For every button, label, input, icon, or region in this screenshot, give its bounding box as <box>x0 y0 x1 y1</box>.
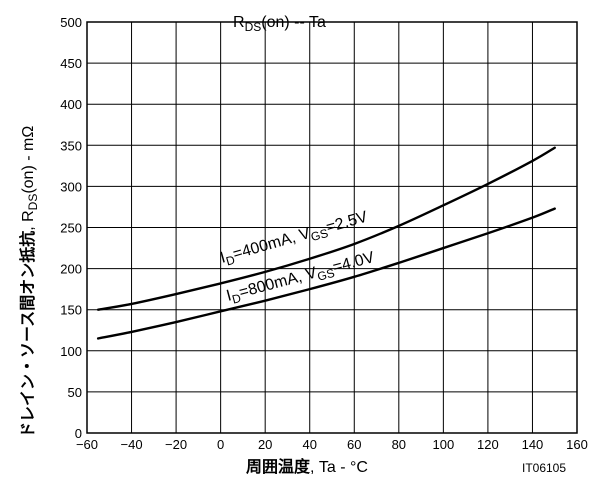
series-line-0 <box>96 146 556 311</box>
x-tick-label: 40 <box>302 437 316 452</box>
figure-code: IT06105 <box>522 461 566 475</box>
x-tick-label: 120 <box>477 437 499 452</box>
x-tick-label: −40 <box>121 437 143 452</box>
chart-title: RDS(on) -- Ta <box>233 14 326 34</box>
plot-frame <box>86 21 578 434</box>
y-tick-label: 500 <box>60 15 82 30</box>
y-axis-label: ドレイン・ソース間オン抵抗, RDS(on) - mΩ <box>18 126 40 438</box>
y-tick-label: 250 <box>60 221 82 236</box>
y-tick-label: 400 <box>60 97 82 112</box>
y-tick-label: 0 <box>75 426 82 441</box>
x-tick-label: 60 <box>347 437 361 452</box>
grid <box>86 21 578 434</box>
y-tick-label: 150 <box>60 303 82 318</box>
y-tick-labels: 0 50 100 150 200 250 300 350 400 450 500 <box>60 15 82 441</box>
y-tick-label: 50 <box>68 385 82 400</box>
y-tick-label: 100 <box>60 344 82 359</box>
x-tick-label: 140 <box>522 437 544 452</box>
x-tick-label: −20 <box>165 437 187 452</box>
y-tick-label: 300 <box>60 179 82 194</box>
x-tick-label: 0 <box>217 437 224 452</box>
y-tick-label: 350 <box>60 138 82 153</box>
x-tick-label: 80 <box>392 437 406 452</box>
series-line-1 <box>96 207 556 340</box>
y-tick-label: 450 <box>60 56 82 71</box>
x-tick-label: −60 <box>76 437 98 452</box>
x-tick-label: 20 <box>258 437 272 452</box>
x-axis-label: 周囲温度, Ta - °C <box>246 457 368 476</box>
y-tick-label: 200 <box>60 262 82 277</box>
x-tick-label: 160 <box>566 437 588 452</box>
x-tick-label: 100 <box>433 437 455 452</box>
series-lines <box>96 146 556 340</box>
x-tick-labels: −60 −40 −20 0 20 40 60 80 100 120 140 160 <box>76 437 588 452</box>
